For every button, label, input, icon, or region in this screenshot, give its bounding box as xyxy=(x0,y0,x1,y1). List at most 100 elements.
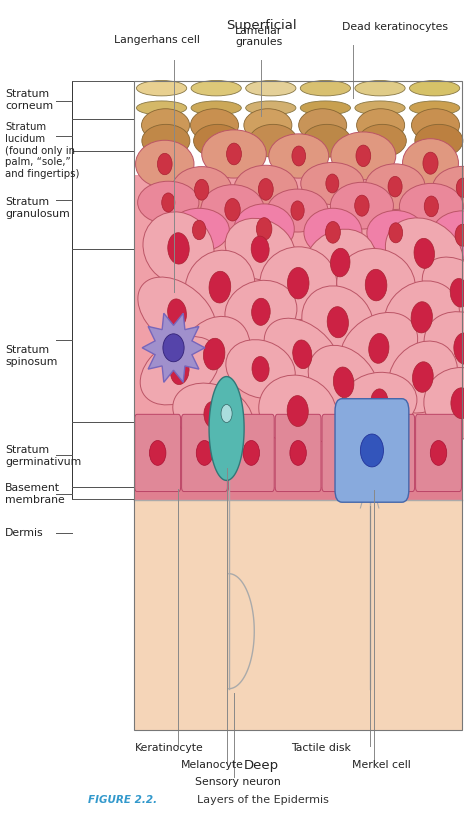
Ellipse shape xyxy=(342,372,417,431)
Ellipse shape xyxy=(340,313,417,385)
Ellipse shape xyxy=(337,248,415,322)
Text: Deep: Deep xyxy=(244,758,279,772)
Text: Stratum
granulosum: Stratum granulosum xyxy=(5,198,70,219)
FancyBboxPatch shape xyxy=(322,414,368,491)
Ellipse shape xyxy=(293,340,312,369)
Ellipse shape xyxy=(351,484,388,499)
FancyBboxPatch shape xyxy=(369,414,415,491)
Ellipse shape xyxy=(251,236,269,262)
Ellipse shape xyxy=(327,307,348,337)
Ellipse shape xyxy=(202,130,266,178)
Ellipse shape xyxy=(142,108,190,141)
Ellipse shape xyxy=(234,204,294,254)
FancyBboxPatch shape xyxy=(416,414,461,491)
Ellipse shape xyxy=(369,333,389,363)
Text: Basement
membrane: Basement membrane xyxy=(5,483,65,504)
Ellipse shape xyxy=(225,198,240,221)
Ellipse shape xyxy=(365,270,387,301)
Ellipse shape xyxy=(291,201,304,220)
Ellipse shape xyxy=(185,251,255,324)
FancyBboxPatch shape xyxy=(335,399,409,502)
Ellipse shape xyxy=(333,367,354,398)
Ellipse shape xyxy=(136,80,187,96)
Ellipse shape xyxy=(194,124,241,157)
Ellipse shape xyxy=(135,141,194,188)
Ellipse shape xyxy=(432,166,467,209)
Ellipse shape xyxy=(308,346,379,419)
Ellipse shape xyxy=(168,232,189,264)
Ellipse shape xyxy=(264,318,340,390)
Ellipse shape xyxy=(138,181,199,224)
Ellipse shape xyxy=(192,220,206,240)
Ellipse shape xyxy=(300,80,351,96)
Ellipse shape xyxy=(204,401,222,428)
Ellipse shape xyxy=(403,139,459,188)
Ellipse shape xyxy=(424,367,467,439)
Polygon shape xyxy=(209,376,244,480)
Ellipse shape xyxy=(411,108,460,141)
Ellipse shape xyxy=(258,179,273,200)
Ellipse shape xyxy=(256,218,272,240)
Ellipse shape xyxy=(243,441,260,466)
Ellipse shape xyxy=(143,212,214,284)
Ellipse shape xyxy=(178,317,250,392)
Ellipse shape xyxy=(303,124,351,157)
Ellipse shape xyxy=(162,193,175,212)
Ellipse shape xyxy=(412,361,433,392)
Text: Melanocyte: Melanocyte xyxy=(181,760,244,770)
Ellipse shape xyxy=(388,176,402,197)
Ellipse shape xyxy=(424,196,439,217)
Text: Stratum
corneum: Stratum corneum xyxy=(5,89,53,111)
Text: Stratum
germinativum: Stratum germinativum xyxy=(5,446,81,467)
Ellipse shape xyxy=(249,124,297,157)
Ellipse shape xyxy=(337,441,353,466)
Ellipse shape xyxy=(204,338,225,370)
Ellipse shape xyxy=(456,178,467,198)
Ellipse shape xyxy=(287,395,308,427)
Ellipse shape xyxy=(299,108,347,141)
Ellipse shape xyxy=(331,248,350,277)
Ellipse shape xyxy=(157,153,172,174)
Ellipse shape xyxy=(385,218,463,289)
Ellipse shape xyxy=(399,184,463,229)
Ellipse shape xyxy=(246,80,296,96)
Ellipse shape xyxy=(371,389,388,414)
Ellipse shape xyxy=(361,434,383,467)
Ellipse shape xyxy=(325,222,340,243)
Ellipse shape xyxy=(234,165,298,213)
Ellipse shape xyxy=(450,279,467,307)
Ellipse shape xyxy=(140,337,219,405)
Ellipse shape xyxy=(355,80,405,96)
Ellipse shape xyxy=(415,124,463,157)
Ellipse shape xyxy=(430,441,447,466)
Ellipse shape xyxy=(455,224,467,246)
Ellipse shape xyxy=(410,101,460,115)
Ellipse shape xyxy=(225,280,297,343)
Ellipse shape xyxy=(388,341,458,413)
Ellipse shape xyxy=(424,312,467,385)
Ellipse shape xyxy=(226,340,295,399)
Ellipse shape xyxy=(384,281,460,354)
Ellipse shape xyxy=(201,184,264,235)
Ellipse shape xyxy=(288,267,309,299)
Ellipse shape xyxy=(304,208,362,256)
Ellipse shape xyxy=(354,195,369,216)
Text: Langerhans cell: Langerhans cell xyxy=(114,35,200,45)
Text: Stratum
lucidum
(found only in
palm, “sole,”
and fingertips): Stratum lucidum (found only in palm, “so… xyxy=(5,122,79,179)
Ellipse shape xyxy=(422,257,467,328)
Ellipse shape xyxy=(225,218,295,280)
Ellipse shape xyxy=(414,238,434,269)
Bar xyxy=(134,487,462,500)
Ellipse shape xyxy=(246,101,296,115)
Text: Lamellar
granules: Lamellar granules xyxy=(235,26,283,47)
Text: Dead keratinocytes: Dead keratinocytes xyxy=(342,22,448,32)
Text: Dermis: Dermis xyxy=(5,528,44,538)
Ellipse shape xyxy=(267,189,328,232)
Ellipse shape xyxy=(149,441,166,466)
Text: Merkel cell: Merkel cell xyxy=(352,760,410,770)
Ellipse shape xyxy=(357,108,405,141)
Ellipse shape xyxy=(358,124,406,157)
Ellipse shape xyxy=(226,143,241,165)
Ellipse shape xyxy=(191,108,239,141)
Ellipse shape xyxy=(252,356,269,381)
